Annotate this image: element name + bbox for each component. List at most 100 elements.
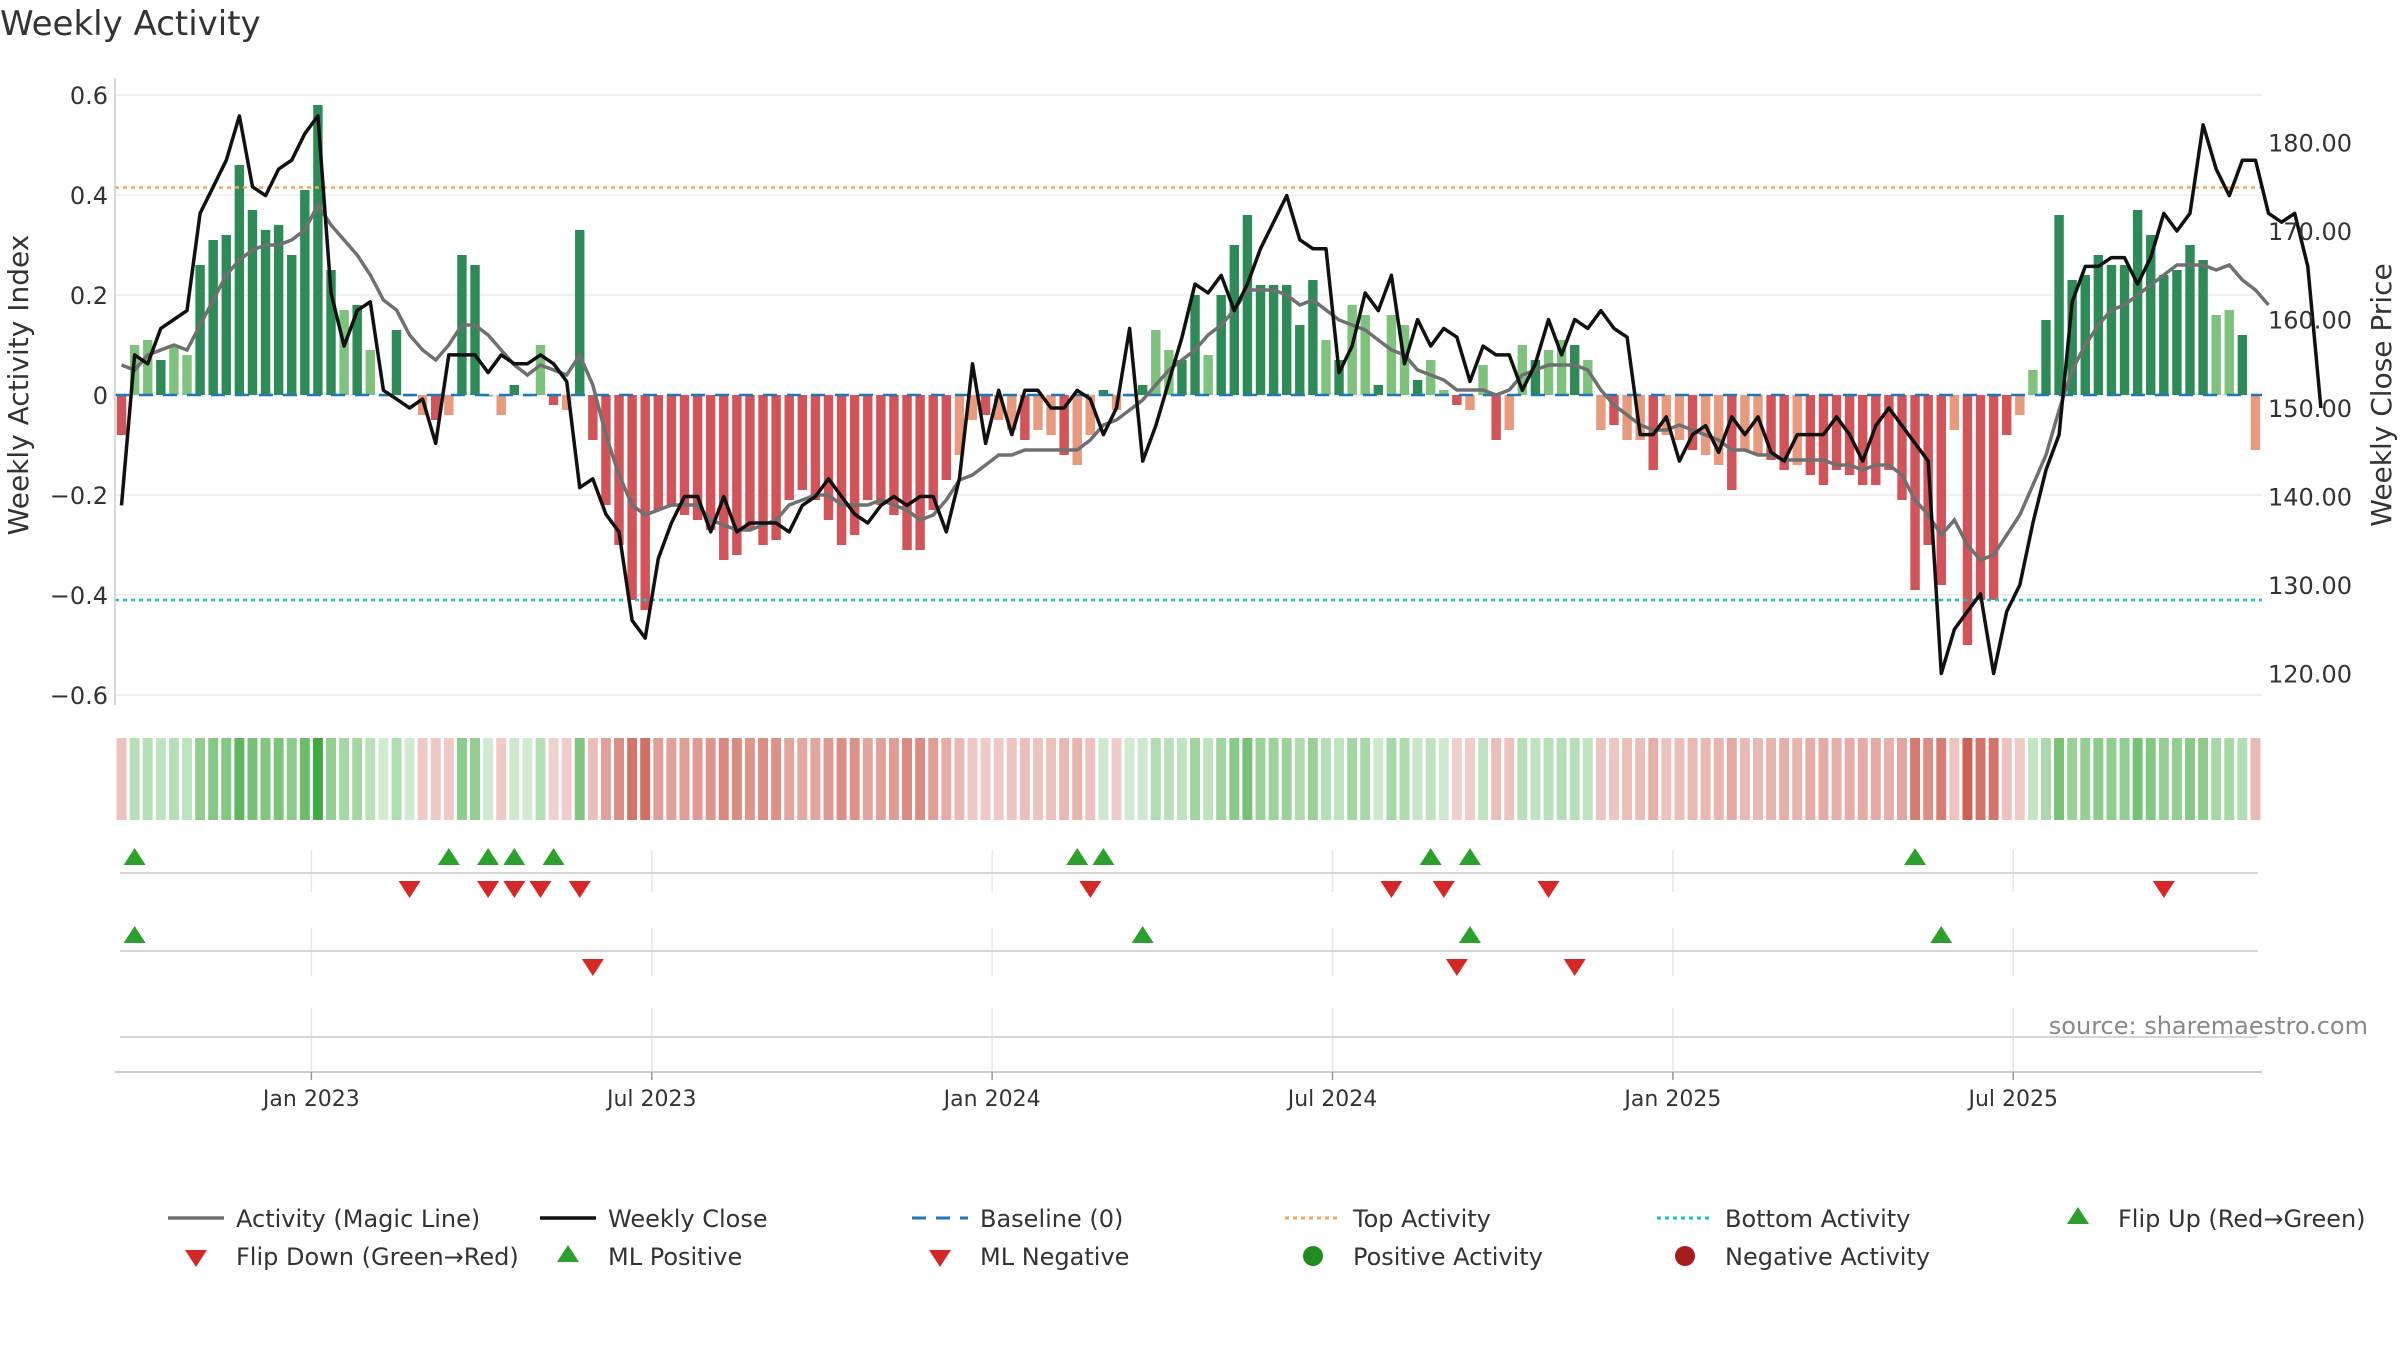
legend-item-posact: Positive Activity bbox=[1303, 1243, 1543, 1271]
activity-bar bbox=[692, 395, 703, 520]
activity-bar bbox=[1098, 390, 1109, 395]
state-cell bbox=[483, 738, 494, 820]
state-cell bbox=[522, 738, 533, 820]
legend-swatch bbox=[185, 1250, 207, 1267]
state-cell bbox=[1451, 738, 1462, 820]
chart-title: Weekly Activity bbox=[0, 4, 261, 44]
activity-bar bbox=[2041, 320, 2051, 395]
flip-down-marker bbox=[1537, 881, 1560, 898]
legend-label: Weekly Close bbox=[608, 1205, 768, 1233]
state-cell bbox=[2158, 738, 2169, 820]
state-cell bbox=[1478, 738, 1489, 820]
state-cell bbox=[600, 738, 611, 820]
state-cell bbox=[1713, 738, 1724, 820]
state-cell bbox=[1543, 738, 1554, 820]
state-cell bbox=[862, 738, 873, 820]
state-cell bbox=[1530, 738, 1541, 820]
legend-swatch bbox=[2067, 1207, 2089, 1224]
flip-up-marker bbox=[1419, 848, 1442, 865]
activity-bar bbox=[1569, 345, 1580, 395]
state-cell bbox=[2119, 738, 2130, 820]
state-cell bbox=[1726, 738, 1737, 820]
state-cell bbox=[836, 738, 847, 820]
activity-bar bbox=[1753, 395, 1763, 455]
state-cell bbox=[273, 738, 284, 820]
flip-up-marker bbox=[1092, 848, 1115, 865]
state-cell bbox=[417, 738, 428, 820]
legend-swatch bbox=[1303, 1246, 1323, 1266]
state-cell bbox=[312, 738, 323, 820]
legend-item-flipup: Flip Up (Red→Green) bbox=[2067, 1205, 2366, 1233]
legend-swatch bbox=[1675, 1246, 1695, 1266]
state-cell bbox=[234, 738, 245, 820]
legend-item-top: Top Activity bbox=[1285, 1205, 1491, 1233]
state-cell bbox=[587, 738, 598, 820]
state-cell bbox=[1779, 738, 1790, 820]
state-cell bbox=[1962, 738, 1973, 820]
activity-bar bbox=[2080, 275, 2090, 395]
state-cell bbox=[1674, 738, 1685, 820]
activity-bar bbox=[1687, 395, 1698, 450]
state-cell bbox=[2001, 738, 2012, 820]
activity-bar bbox=[391, 330, 402, 395]
state-cell bbox=[496, 738, 507, 820]
activity-bar bbox=[810, 395, 821, 500]
activity-bar bbox=[1949, 395, 1960, 430]
activity-bar bbox=[980, 395, 991, 415]
activity-bar bbox=[1085, 395, 1096, 435]
activity-bar bbox=[1386, 315, 1397, 395]
state-cell bbox=[771, 738, 782, 820]
activity-bar bbox=[2028, 370, 2038, 395]
state-cell bbox=[810, 738, 821, 820]
state-cell bbox=[2027, 738, 2038, 820]
state-cell bbox=[1229, 738, 1240, 820]
state-cell bbox=[718, 738, 729, 820]
y2-axis-label: Weekly Close Price bbox=[2365, 263, 2398, 526]
state-cell bbox=[1936, 738, 1947, 820]
state-cell bbox=[875, 738, 886, 820]
activity-bar bbox=[601, 395, 611, 505]
activity-bar bbox=[1072, 395, 1082, 465]
activity-bar bbox=[195, 265, 205, 395]
activity-bar bbox=[1936, 395, 1946, 585]
activity-bar bbox=[1373, 385, 1384, 395]
state-cell bbox=[2014, 738, 2025, 820]
activity-bar bbox=[1046, 395, 1056, 435]
ml-positive-marker bbox=[1930, 926, 1953, 943]
state-cell bbox=[548, 738, 559, 820]
activity-bar bbox=[902, 395, 912, 550]
state-cell bbox=[1975, 738, 1986, 820]
state-cell bbox=[1373, 738, 1384, 820]
activity-bar bbox=[1530, 360, 1541, 395]
state-cell bbox=[168, 738, 179, 820]
activity-bar bbox=[548, 395, 559, 405]
activity-bar bbox=[1020, 395, 1030, 440]
activity-bar bbox=[1203, 355, 1213, 395]
state-cell bbox=[1569, 738, 1580, 820]
state-cell bbox=[2106, 738, 2117, 820]
state-cell bbox=[1818, 738, 1829, 820]
state-cell bbox=[1883, 738, 1894, 820]
state-cell bbox=[129, 738, 140, 820]
axes: 0.6 0.4 0.2 0 −0.2 −0.4 −0.6 180.00 170.00 160.00… bbox=[50, 78, 2352, 710]
state-cell bbox=[1622, 738, 1633, 820]
activity-bar bbox=[771, 395, 781, 540]
state-cell bbox=[692, 738, 703, 820]
flip-up-marker bbox=[1458, 848, 1481, 865]
state-cell bbox=[1831, 738, 1842, 820]
state-cell bbox=[1163, 738, 1174, 820]
ml-positive-marker bbox=[1131, 926, 1154, 943]
state-cell bbox=[443, 738, 454, 820]
state-cell bbox=[1425, 738, 1436, 820]
state-cell bbox=[797, 738, 808, 820]
activity-bar bbox=[2250, 395, 2261, 450]
activity-bar bbox=[758, 395, 768, 545]
activity-bar bbox=[784, 395, 794, 500]
activity-bar bbox=[1779, 395, 1789, 470]
state-cell bbox=[2198, 738, 2209, 820]
reference-lines bbox=[115, 186, 2262, 602]
activity-bar bbox=[1622, 395, 1632, 440]
legend-label: Activity (Magic Line) bbox=[236, 1205, 480, 1233]
activity-bar bbox=[221, 235, 231, 395]
state-cell bbox=[1307, 738, 1318, 820]
